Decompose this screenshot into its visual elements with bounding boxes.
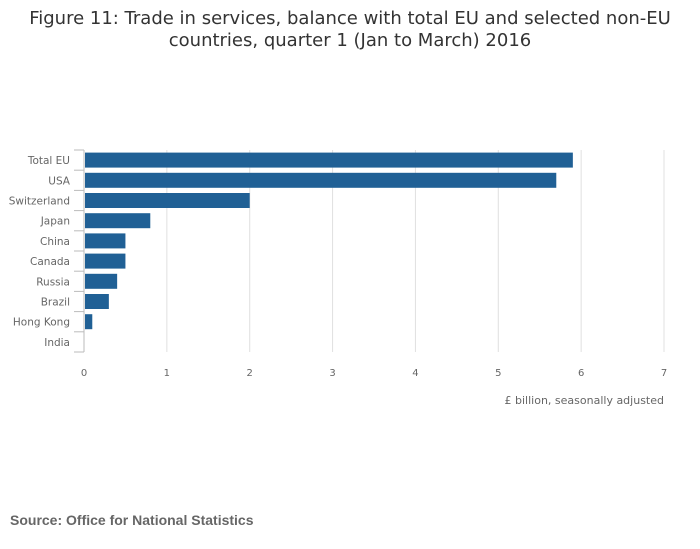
y-tick-label: Japan: [40, 216, 70, 228]
bar: [85, 253, 126, 269]
x-tick-label: 4: [412, 368, 418, 379]
bar: [85, 152, 573, 168]
x-tick-label: 7: [661, 368, 667, 379]
bar: [85, 213, 151, 229]
x-tick-label: 1: [164, 368, 170, 379]
x-tick-label: 5: [495, 368, 501, 379]
x-tick-label: 0: [81, 368, 87, 379]
y-tick-label: India: [44, 337, 70, 349]
x-tick-label: 6: [578, 368, 584, 379]
y-tick-label: Total EU: [27, 155, 70, 167]
x-tick-label: 3: [329, 368, 335, 379]
chart-title: Figure 11: Trade in services, balance wi…: [0, 8, 700, 52]
bar: [85, 314, 93, 330]
x-tick-label: 2: [247, 368, 253, 379]
chart-title-line-2: countries, quarter 1 (Jan to March) 2016: [168, 30, 532, 51]
bar: [85, 294, 109, 309]
y-tick-label: Switzerland: [9, 196, 70, 208]
y-tick-label: Russia: [36, 276, 70, 288]
y-tick-label: China: [40, 236, 70, 248]
source-note: Source: Office for National Statistics: [10, 512, 254, 528]
x-axis-label: £ billion, seasonally adjusted: [505, 394, 664, 407]
bar: [85, 273, 118, 289]
y-tick-label: Brazil: [41, 297, 70, 309]
y-tick-label: Canada: [30, 256, 70, 268]
bar: [85, 193, 250, 208]
bar: [85, 233, 126, 249]
y-tick-label: Hong Kong: [13, 317, 70, 329]
bar: [85, 172, 557, 188]
chart-title-line-1: Figure 11: Trade in services, balance wi…: [29, 8, 671, 29]
y-tick-label: USA: [48, 175, 71, 187]
